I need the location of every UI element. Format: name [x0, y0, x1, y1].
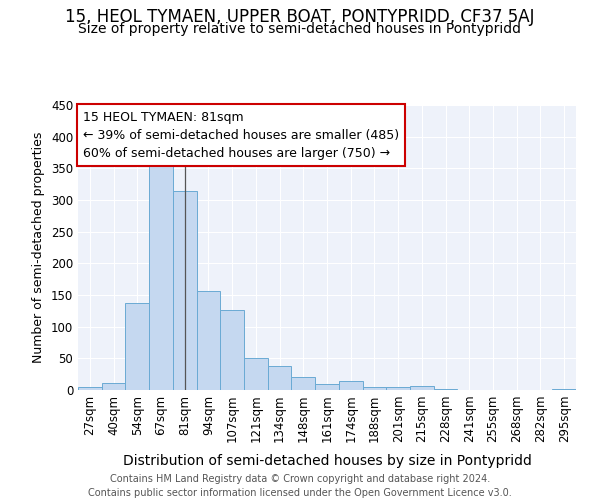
Bar — [268, 366, 292, 390]
Bar — [244, 358, 268, 390]
Bar — [220, 310, 244, 390]
Text: 15, HEOL TYMAEN, UPPER BOAT, PONTYPRIDD, CF37 5AJ: 15, HEOL TYMAEN, UPPER BOAT, PONTYPRIDD,… — [65, 8, 535, 26]
Text: 15 HEOL TYMAEN: 81sqm
← 39% of semi-detached houses are smaller (485)
60% of sem: 15 HEOL TYMAEN: 81sqm ← 39% of semi-deta… — [83, 110, 399, 160]
Bar — [362, 388, 386, 390]
Bar — [149, 165, 173, 390]
Bar — [339, 380, 362, 390]
Text: Contains HM Land Registry data © Crown copyright and database right 2024.
Contai: Contains HM Land Registry data © Crown c… — [88, 474, 512, 498]
Bar — [125, 303, 149, 390]
Bar — [315, 384, 339, 390]
Bar — [173, 190, 197, 390]
Bar — [552, 388, 576, 390]
Bar — [410, 386, 434, 390]
Bar — [102, 383, 125, 390]
Text: Size of property relative to semi-detached houses in Pontypridd: Size of property relative to semi-detach… — [79, 22, 521, 36]
Bar — [386, 387, 410, 390]
Bar — [78, 387, 102, 390]
Bar — [197, 290, 220, 390]
Y-axis label: Number of semi-detached properties: Number of semi-detached properties — [32, 132, 46, 363]
X-axis label: Distribution of semi-detached houses by size in Pontypridd: Distribution of semi-detached houses by … — [122, 454, 532, 468]
Bar — [292, 378, 315, 390]
